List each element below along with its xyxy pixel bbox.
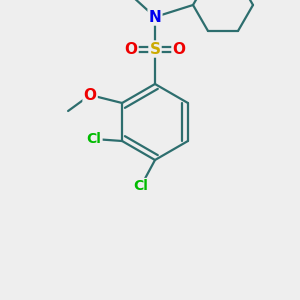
Text: Cl: Cl bbox=[87, 132, 101, 146]
Text: O: O bbox=[124, 41, 137, 56]
Text: S: S bbox=[149, 41, 161, 56]
Text: N: N bbox=[148, 10, 161, 25]
Text: O: O bbox=[84, 88, 97, 103]
Text: O: O bbox=[172, 41, 185, 56]
Text: Cl: Cl bbox=[134, 179, 148, 193]
